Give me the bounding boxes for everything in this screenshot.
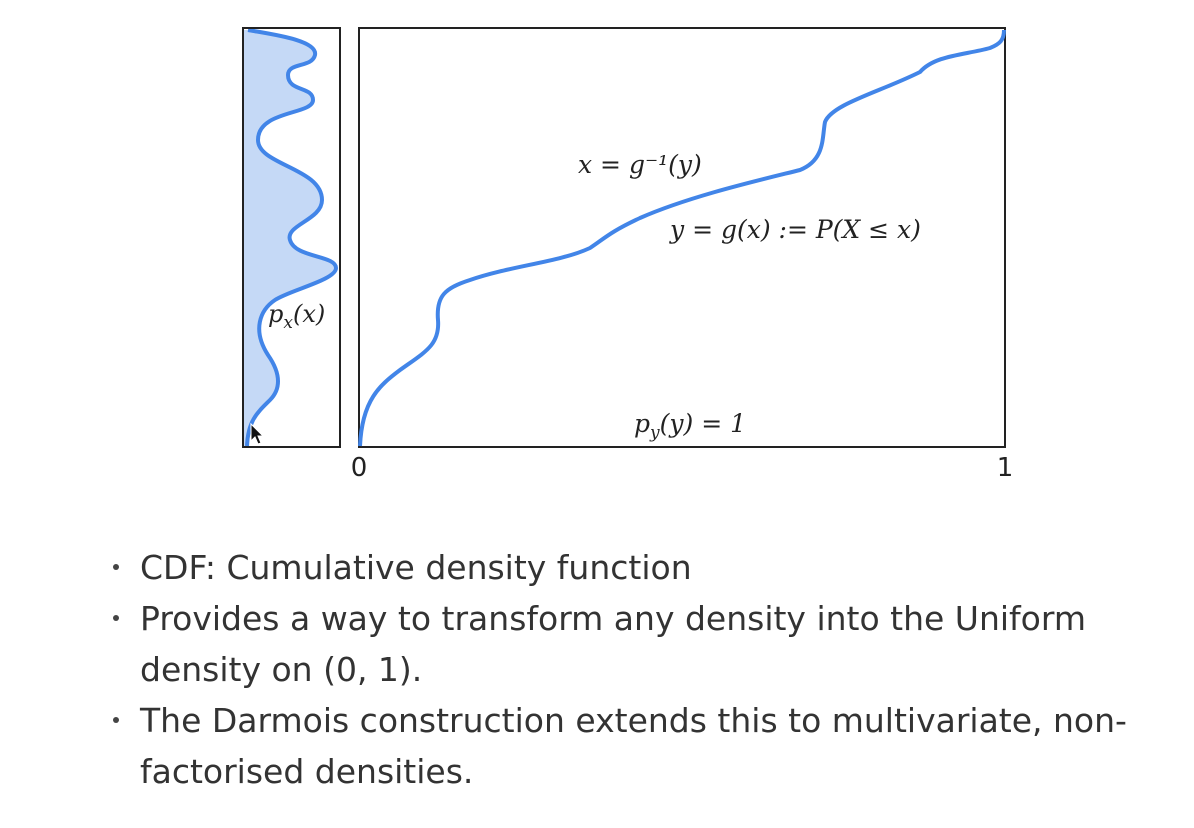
- tick-label-0: 0: [351, 453, 368, 483]
- arrow-cursor-icon: [250, 422, 265, 445]
- inverse-map-label: x = g⁻¹(y): [578, 150, 702, 179]
- cdf-frame: [358, 27, 1006, 448]
- bullet-dot: [113, 615, 119, 621]
- density-curve: [245, 28, 339, 447]
- bullet-item: CDF: Cumulative density function: [108, 542, 1178, 593]
- bullet-text: Provides a way to transform any density …: [140, 599, 1086, 689]
- density-panel: px(x): [242, 27, 341, 448]
- bullet-item: Provides a way to transform any density …: [108, 593, 1178, 695]
- bullet-item: The Darmois construction extends this to…: [108, 695, 1178, 797]
- tick-label-1: 1: [997, 453, 1014, 483]
- bullet-text: CDF: Cumulative density function: [140, 548, 692, 587]
- density-frame: [242, 27, 341, 448]
- bullet-dot: [113, 717, 119, 723]
- cdf-figure: px(x) x = g⁻¹(y) y = g(x) := P(X ≤ x) py…: [242, 27, 1014, 483]
- bullet-list: CDF: Cumulative density function Provide…: [108, 542, 1178, 797]
- bullet-dot: [113, 564, 119, 570]
- cdf-curve: [358, 29, 1006, 447]
- cdf-map-label: y = g(x) := P(X ≤ x): [669, 215, 921, 244]
- density-label: px(x): [268, 300, 325, 333]
- uniform-density-label: py(y) = 1: [634, 409, 746, 443]
- cdf-panel: x = g⁻¹(y) y = g(x) := P(X ≤ x) py(y) = …: [351, 27, 1014, 483]
- bullet-text: The Darmois construction extends this to…: [140, 701, 1127, 791]
